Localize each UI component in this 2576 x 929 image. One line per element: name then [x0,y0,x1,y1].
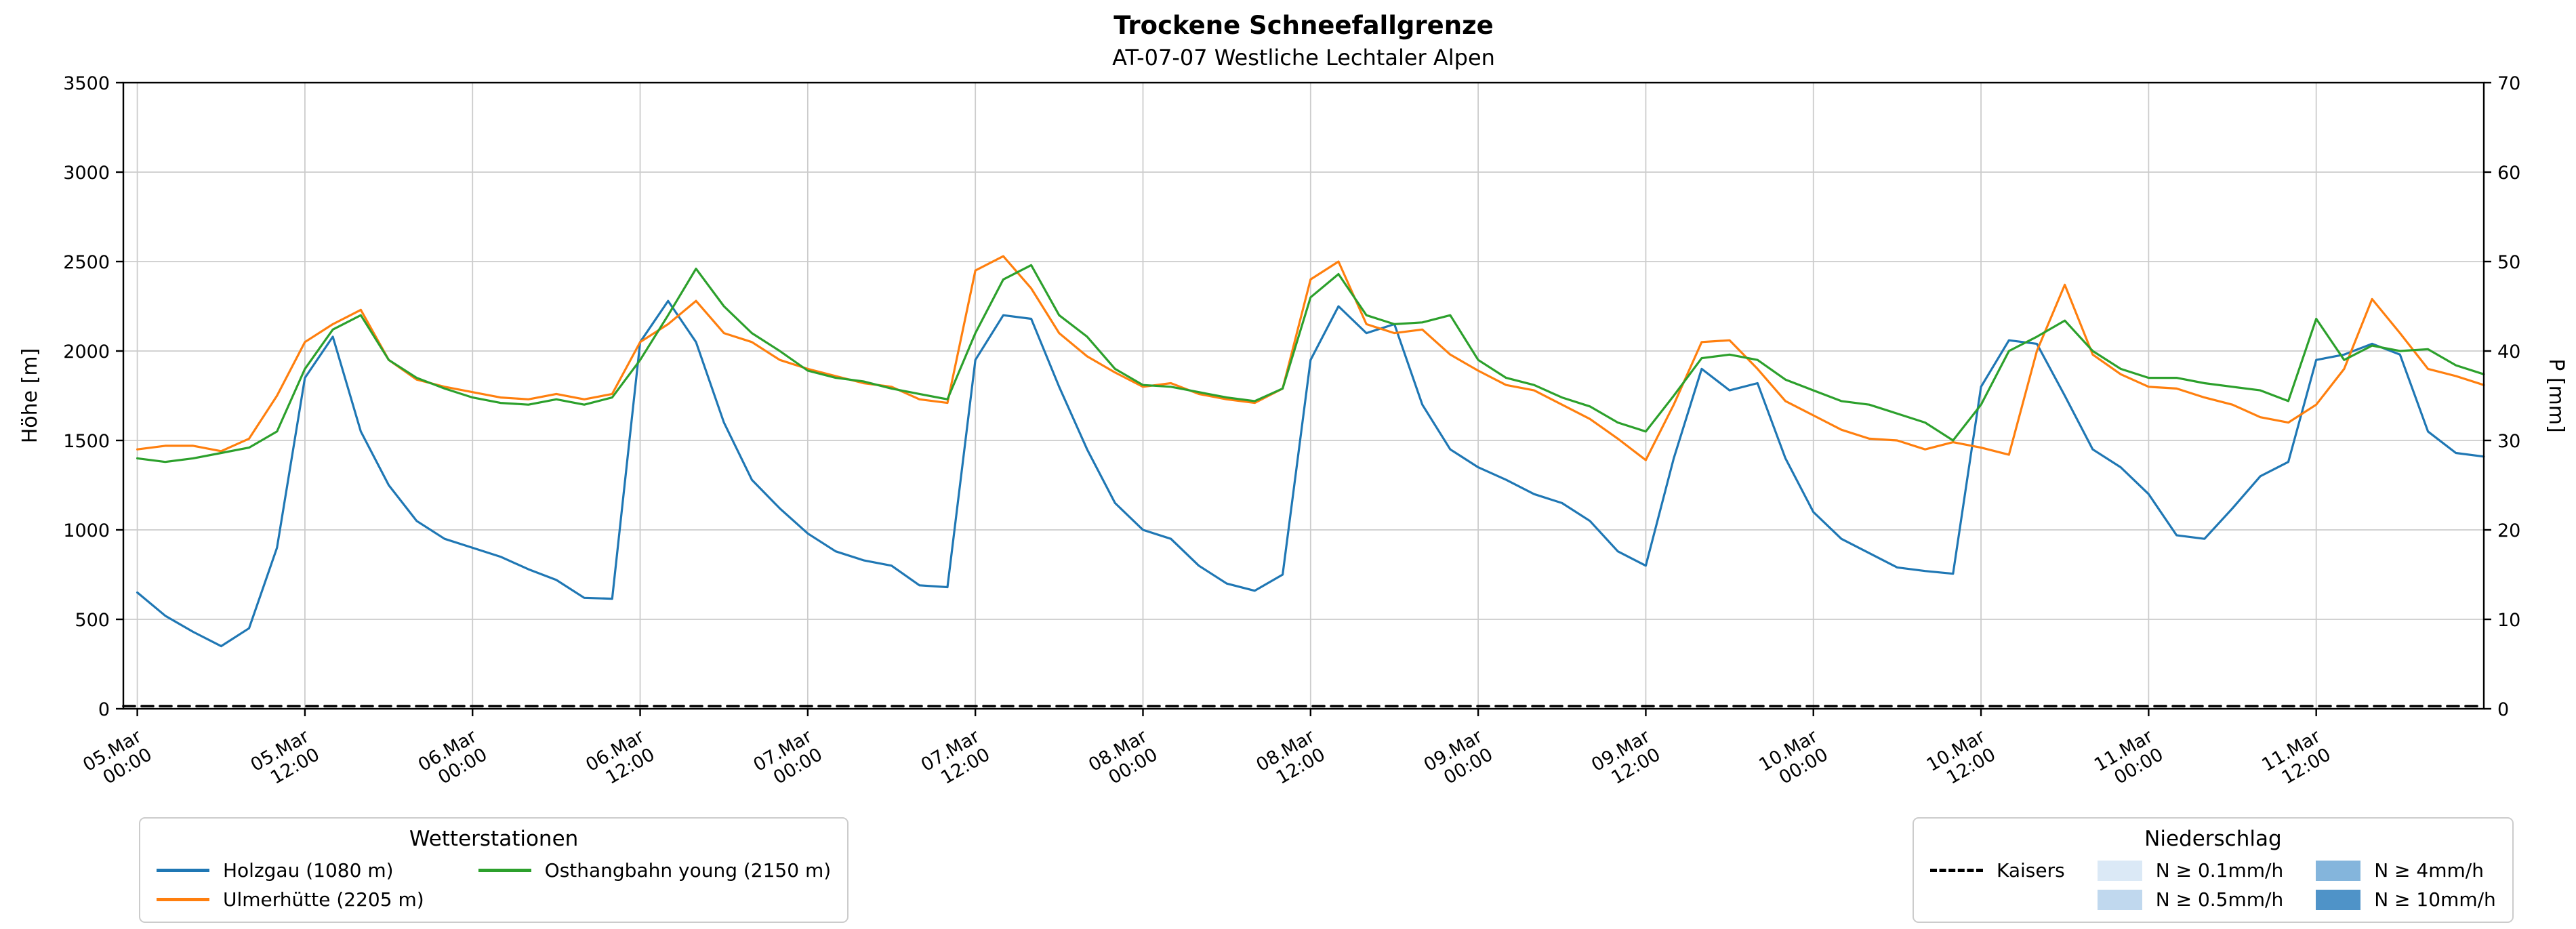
y-right-axis-label: P [mm] [2544,358,2568,432]
y-right-tick-label: 60 [2497,163,2520,184]
y-right-tick-label: 0 [2497,699,2509,720]
legend-entry-precip-01-label: N ≥ 0.1mm/h [2155,859,2284,882]
legend-entry-precip-10: N ≥ 10mm/h [2316,888,2496,911]
x-tick-label: 06.Mar00:00 [415,726,491,794]
ulmerhuette-line-swatch [157,898,209,901]
x-tick-label: 08.Mar00:00 [1085,726,1162,794]
x-tick-label: 05.Mar00:00 [79,726,156,794]
y-left-tick-label: 2000 [63,342,110,363]
legend-wetterstationen-title: Wetterstationen [409,827,579,851]
x-tick-label: 10.Mar00:00 [1755,726,1832,794]
page-subtitle: AT-07-07 Westliche Lechtaler Alpen [1112,45,1495,70]
y-left-tick-label: 1500 [63,431,110,452]
x-tick-label: 09.Mar12:00 [1588,726,1664,794]
legend-entry-precip-01: N ≥ 0.1mm/h [2097,859,2284,882]
legend-entry-ulmerhuette-label: Ulmerhütte (2205 m) [223,888,424,911]
axis-labels: Höhe [m] P [mm] [18,348,2568,444]
legend-wetterstationen: Wetterstationen Holzgau (1080 m) Ulmerhü… [139,817,849,923]
y-left-tick-label: 3500 [63,73,110,94]
gridlines [123,82,2484,709]
tick-labels: 05.Mar00:00 05.Mar12:00 06.Mar00:00 06.Mar1… [63,73,2520,794]
y-left-tick-label: 0 [98,699,110,720]
legend-entry-precip-4-label: N ≥ 4mm/h [2374,859,2484,882]
x-tick-label: 08.Mar12:00 [1252,726,1329,794]
x-tick-label: 09.Mar00:00 [1420,726,1497,794]
y-right-tick-label: 50 [2497,252,2520,273]
legend-entry-ulmerhuette: Ulmerhütte (2205 m) [157,888,424,911]
chart-svg: 05.Mar00:00 05.Mar12:00 06.Mar00:00 06.Mar1… [18,73,2568,794]
legend-entry-precip-10-label: N ≥ 10mm/h [2374,888,2496,911]
series-line [136,264,2485,463]
y-left-tick-label: 500 [75,610,110,631]
legend-entry-precip-05-label: N ≥ 0.5mm/h [2155,888,2284,911]
x-tick-label: 07.Mar12:00 [918,726,994,794]
y-right-tick-label: 70 [2497,73,2520,94]
precip-4-swatch [2316,860,2361,881]
y-left-tick-label: 1000 [63,520,110,541]
precip-05-swatch [2097,889,2142,910]
y-right-tick-label: 10 [2497,610,2520,631]
legend-entry-osthangbahn-label: Osthangbahn young (2150 m) [544,859,832,882]
series-lines [122,255,2485,707]
legend-entry-precip-05: N ≥ 0.5mm/h [2097,888,2284,911]
legend-wetterstationen-entries: Holzgau (1080 m) Ulmerhütte (2205 m) Ost… [157,859,831,911]
legend-niederschlag-entries: Kaisers N ≥ 0.1mm/h N ≥ 0.5mm/h N ≥ 4mm/… [1930,859,2496,911]
y-left-axis-label: Höhe [m] [18,348,42,444]
x-tick-label: 11.Mar12:00 [2258,726,2335,794]
x-tick-label: 05.Mar12:00 [247,726,324,794]
y-left-tick-label: 3000 [63,163,110,184]
series-line [136,300,2485,648]
legend-entry-holzgau-label: Holzgau (1080 m) [223,859,394,882]
x-tick-label: 07.Mar00:00 [750,726,827,794]
y-right-tick-label: 30 [2497,431,2520,452]
osthangbahn-line-swatch [478,869,531,872]
x-tick-label: 11.Mar00:00 [2091,726,2167,794]
legend-entry-osthangbahn: Osthangbahn young (2150 m) [478,859,832,882]
legend-niederschlag: Niederschlag Kaisers N ≥ 0.1mm/h N ≥ 0.5… [1913,817,2514,923]
y-right-tick-label: 40 [2497,342,2520,363]
legend-entry-kaisers: Kaisers [1930,859,2065,882]
plot-frame [122,81,2485,710]
tick-marks [116,81,2491,716]
legend-entry-holzgau: Holzgau (1080 m) [157,859,424,882]
page-title: Trockene Schneefallgrenze [1113,11,1494,40]
y-left-tick-label: 2500 [63,252,110,273]
precip-01-swatch [2097,860,2142,881]
kaisers-dashed-line-swatch [1930,869,1983,872]
holzgau-line-swatch [157,869,209,872]
series-line [136,255,2485,461]
legend-niederschlag-title: Niederschlag [2144,827,2282,851]
x-tick-label: 06.Mar12:00 [582,726,659,794]
precip-10-swatch [2316,889,2361,910]
legend-entry-kaisers-label: Kaisers [1997,859,2065,882]
x-tick-label: 10.Mar12:00 [1923,726,2000,794]
y-right-tick-label: 20 [2497,520,2520,541]
legend-entry-precip-4: N ≥ 4mm/h [2316,859,2496,882]
